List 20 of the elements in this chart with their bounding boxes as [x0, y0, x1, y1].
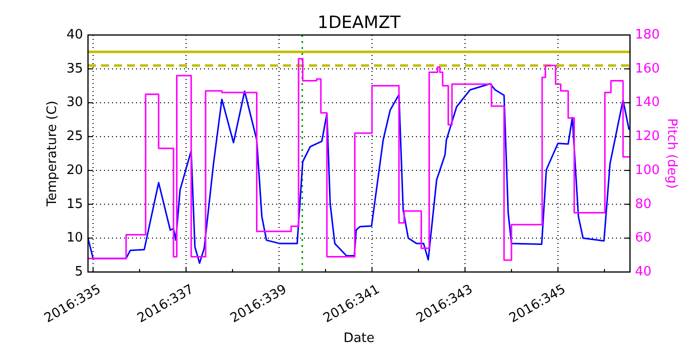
- y2-tick-label: 40: [635, 264, 652, 280]
- y2-tick-label: 120: [635, 129, 660, 144]
- y-tick-label: 30: [66, 95, 83, 110]
- y-tick-label: 20: [66, 162, 83, 178]
- y-tick-label: 25: [66, 129, 83, 144]
- y-tick-label: 40: [66, 28, 83, 42]
- y-tick-label: 15: [66, 196, 83, 212]
- y-tick-label: 35: [66, 61, 83, 76]
- y2-tick-label: 80: [635, 196, 652, 212]
- y2-tick-label: 100: [635, 162, 660, 178]
- y2-tick-label: 180: [635, 28, 660, 42]
- x-axis-title: Date: [343, 331, 375, 346]
- chart-title: 1DEAMZT: [318, 13, 402, 33]
- y-tick-label: 10: [66, 230, 83, 246]
- y-axis-title: Temperature (C): [45, 100, 60, 208]
- y-tick-label: 5: [74, 264, 83, 280]
- y2-tick-label: 140: [635, 95, 660, 110]
- y2-tick-label: 60: [635, 230, 652, 246]
- y2-axis-title: Pitch (deg): [664, 118, 679, 189]
- y2-tick-label: 160: [635, 61, 660, 76]
